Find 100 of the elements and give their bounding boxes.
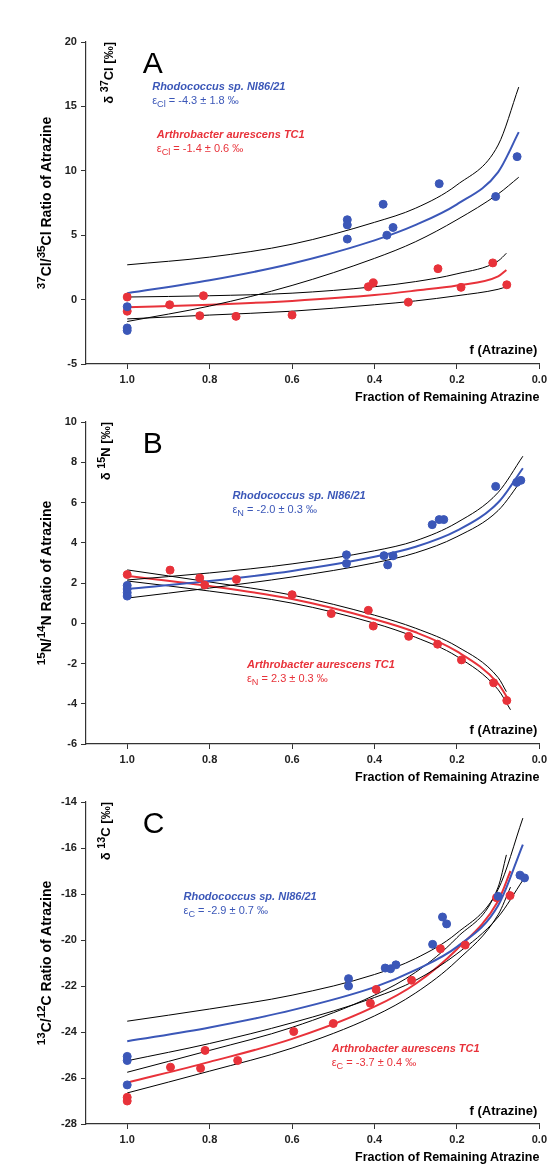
y-tick-label: 2 (70, 576, 77, 589)
y-tick-label: 0 (70, 616, 77, 629)
x-tick-label: 0.4 (366, 372, 384, 385)
point (512, 152, 522, 162)
y-tick-label: 10 (64, 415, 77, 428)
y-tick-label: -24 (61, 1025, 78, 1038)
chart-title: A (142, 46, 163, 80)
y-tick-label: 5 (70, 228, 77, 241)
y-tick-label: 20 (64, 35, 77, 48)
x-tick-label: 1.0 (119, 1132, 135, 1145)
y-tick-label: -26 (61, 1071, 77, 1084)
chart-title: B (142, 426, 163, 460)
x-tick-label: 0.4 (366, 752, 384, 765)
point (289, 1027, 299, 1037)
x-tick-label: 1.0 (119, 372, 135, 385)
point (407, 975, 417, 985)
x-tick-label: 0.6 (284, 372, 300, 385)
x-axis-title: Fraction of Remaining Atrazine (355, 770, 540, 784)
point (502, 280, 512, 290)
point (383, 560, 393, 570)
point (287, 310, 297, 320)
point (342, 234, 352, 244)
x-tick-label: 0.2 (449, 752, 465, 765)
annotation: ε$_{C}$ = -2.9 ± 0.7 ‰ (183, 903, 268, 920)
y-tick-label: 8 (70, 455, 77, 468)
y-tick-label: 10 (64, 163, 77, 176)
point (379, 551, 389, 561)
point (122, 1080, 132, 1090)
point (427, 520, 437, 530)
point (378, 199, 388, 209)
y-tick-label: 4 (70, 535, 78, 548)
point (388, 551, 398, 561)
point (200, 1045, 210, 1055)
point (287, 590, 297, 600)
y-tick-label: -16 (61, 841, 77, 854)
annotation: f (Atrazine) (469, 341, 538, 357)
point (382, 230, 392, 240)
text: Rhodococcus sp. NI86/21 (232, 488, 366, 501)
text: Arthrobacter aurescens TC1 (156, 127, 305, 140)
point (442, 919, 452, 929)
point (341, 550, 351, 560)
annotation: f (Atrazine) (469, 721, 538, 737)
y-tick-label: 15 (64, 99, 77, 112)
y-tick-label: -28 (61, 1117, 77, 1130)
point (388, 222, 398, 232)
series-label: Arthrobacter aurescens TC1 (246, 657, 395, 670)
point (391, 960, 401, 970)
series-label: Arthrobacter aurescens TC1 (331, 1041, 480, 1054)
point (122, 570, 132, 580)
point (200, 580, 210, 590)
point (328, 1018, 338, 1028)
annotation: ε$_{C}$ = -3.7 ± 0.4 ‰ (331, 1055, 417, 1072)
annotation: ε$_{N}$ = 2.3 ± 0.3 ‰ (246, 671, 328, 688)
point (403, 297, 413, 307)
y-tick-label: -2 (67, 656, 77, 669)
point (165, 565, 175, 575)
annotation: ε$_{N}$ = -2.0 ± 0.3 ‰ (232, 503, 317, 519)
x-tick-label: 0.8 (201, 752, 218, 765)
x-axis-title: Fraction of Remaining Atrazine (355, 1150, 540, 1164)
point (233, 1056, 243, 1066)
point (363, 605, 373, 615)
y-tick-label: -20 (61, 933, 77, 946)
point (435, 944, 445, 954)
point (516, 475, 526, 485)
point (456, 655, 466, 665)
point (165, 1062, 175, 1072)
point (195, 573, 205, 583)
point (505, 891, 515, 901)
point (344, 981, 354, 991)
point (488, 258, 498, 268)
annotation: f (Atrazine) (469, 1102, 538, 1117)
point (196, 1063, 206, 1073)
x-tick-label: 1.0 (119, 752, 135, 765)
x-tick-label: 0.0 (531, 1132, 547, 1145)
point (433, 264, 443, 274)
point (198, 291, 208, 301)
point (365, 998, 375, 1008)
y-tick-label: -4 (67, 696, 78, 709)
x-tick-label: 0.0 (531, 752, 547, 765)
point (433, 639, 443, 649)
point (438, 912, 447, 922)
y-tick-label: -14 (61, 795, 78, 808)
x-tick-label: 0.6 (284, 752, 300, 765)
x-tick-label: 0.6 (284, 1132, 300, 1145)
point (122, 302, 132, 312)
text: Rhodococcus sp. NI86/21 (183, 889, 317, 902)
y-tick-label: 0 (70, 292, 77, 305)
point (434, 179, 444, 189)
x-axis-title: Fraction of Remaining Atrazine (355, 390, 540, 404)
line-series (126, 843, 524, 1043)
point (404, 631, 414, 641)
y-tick-label: -18 (61, 887, 77, 900)
point (326, 609, 336, 619)
point (231, 311, 241, 321)
point (502, 696, 512, 706)
x-tick-label: 0.2 (449, 1132, 465, 1145)
point (491, 192, 501, 202)
y-tick-label: -5 (67, 357, 77, 370)
point (344, 974, 354, 984)
point (368, 621, 378, 631)
